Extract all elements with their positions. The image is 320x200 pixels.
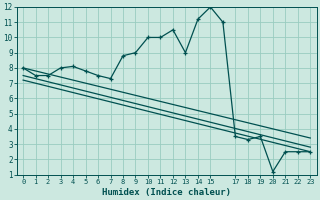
X-axis label: Humidex (Indice chaleur): Humidex (Indice chaleur) — [102, 188, 231, 197]
